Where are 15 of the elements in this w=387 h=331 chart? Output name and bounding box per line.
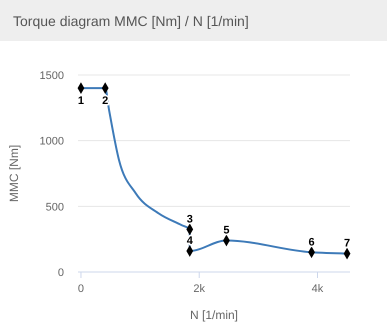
y-tick-label: 1500 <box>40 70 64 82</box>
y-tick-label: 500 <box>46 201 64 214</box>
annotation: 7 <box>344 238 350 250</box>
annotation: 3 <box>186 213 193 226</box>
annotation: 6 <box>308 236 315 248</box>
y-tick-label: 0 <box>58 267 64 279</box>
x-tick-label: 4k <box>312 283 324 295</box>
annotation: 5 <box>223 224 230 236</box>
y-axis-title: MMC [Nm] <box>7 144 21 202</box>
x-tick-label: 2k <box>193 283 206 295</box>
y-tick-label: 1000 <box>40 136 64 148</box>
x-tick-label: 0 <box>78 283 84 295</box>
x-axis-title: N [1/min] <box>190 308 238 322</box>
annotation: 1 <box>78 95 84 108</box>
chart-title: Torque diagram MMC [Nm] / N [1/min] <box>13 13 249 29</box>
